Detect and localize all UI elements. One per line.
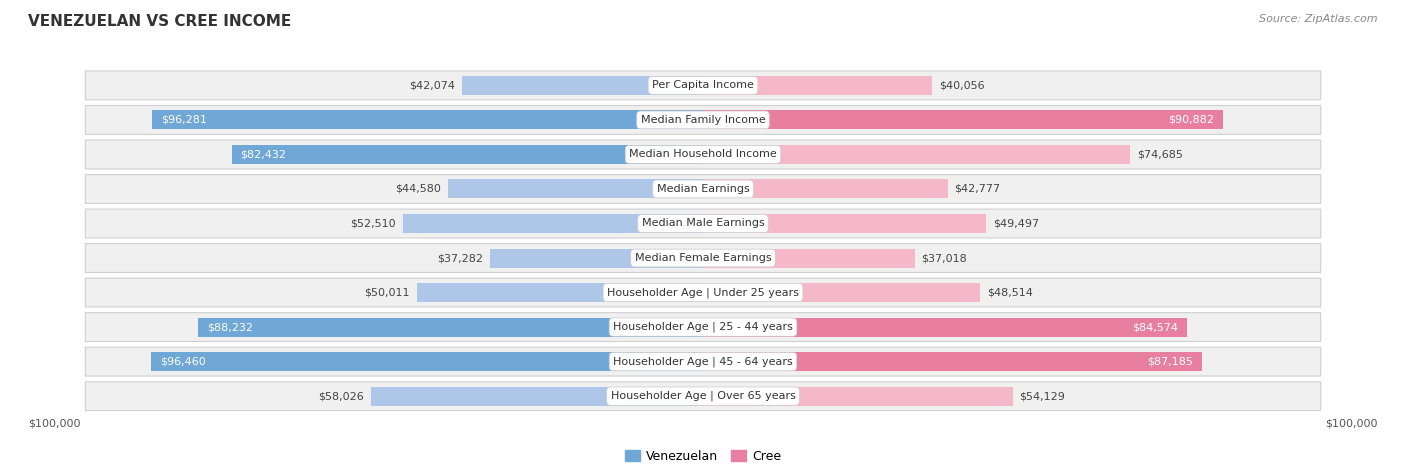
Text: $100,000: $100,000 — [28, 418, 80, 429]
Text: $44,580: $44,580 — [395, 184, 441, 194]
Text: $37,282: $37,282 — [437, 253, 482, 263]
FancyBboxPatch shape — [86, 312, 1320, 341]
Bar — [198, 318, 703, 337]
FancyBboxPatch shape — [86, 106, 1320, 134]
Text: $87,185: $87,185 — [1147, 357, 1194, 367]
Text: Householder Age | Under 25 years: Householder Age | Under 25 years — [607, 287, 799, 298]
Bar — [489, 248, 703, 268]
Bar — [371, 387, 703, 406]
Bar — [232, 145, 703, 164]
Text: $48,514: $48,514 — [987, 288, 1033, 297]
Text: Per Capita Income: Per Capita Income — [652, 80, 754, 91]
Text: Source: ZipAtlas.com: Source: ZipAtlas.com — [1260, 14, 1378, 24]
FancyBboxPatch shape — [86, 140, 1320, 169]
Text: Median Female Earnings: Median Female Earnings — [634, 253, 772, 263]
Bar — [402, 214, 703, 233]
Text: $50,011: $50,011 — [364, 288, 411, 297]
FancyBboxPatch shape — [86, 382, 1320, 410]
Text: $54,129: $54,129 — [1019, 391, 1066, 401]
Bar — [152, 352, 703, 371]
Bar — [449, 179, 703, 198]
FancyBboxPatch shape — [86, 347, 1320, 376]
Bar — [418, 283, 703, 302]
Legend: Venezuelan, Cree: Venezuelan, Cree — [620, 445, 786, 467]
Text: Householder Age | 45 - 64 years: Householder Age | 45 - 64 years — [613, 356, 793, 367]
Text: $40,056: $40,056 — [939, 80, 984, 91]
Bar — [703, 145, 1130, 164]
Text: $42,074: $42,074 — [409, 80, 456, 91]
Bar — [703, 76, 932, 95]
Bar — [703, 352, 1202, 371]
Bar — [152, 110, 703, 129]
Text: $96,460: $96,460 — [160, 357, 205, 367]
Text: $49,497: $49,497 — [993, 219, 1039, 228]
Text: Householder Age | 25 - 44 years: Householder Age | 25 - 44 years — [613, 322, 793, 333]
Text: $90,882: $90,882 — [1168, 115, 1215, 125]
Bar — [703, 248, 915, 268]
Bar — [463, 76, 703, 95]
Text: VENEZUELAN VS CREE INCOME: VENEZUELAN VS CREE INCOME — [28, 14, 291, 29]
Text: $84,574: $84,574 — [1132, 322, 1178, 332]
Text: $52,510: $52,510 — [350, 219, 396, 228]
FancyBboxPatch shape — [86, 278, 1320, 307]
Text: Householder Age | Over 65 years: Householder Age | Over 65 years — [610, 391, 796, 401]
FancyBboxPatch shape — [86, 209, 1320, 238]
FancyBboxPatch shape — [86, 244, 1320, 272]
Text: $42,777: $42,777 — [955, 184, 1001, 194]
Text: Median Household Income: Median Household Income — [628, 149, 778, 159]
Text: $96,281: $96,281 — [160, 115, 207, 125]
Text: $37,018: $37,018 — [921, 253, 967, 263]
Text: $100,000: $100,000 — [1326, 418, 1378, 429]
Text: $74,685: $74,685 — [1137, 149, 1182, 159]
Bar — [703, 179, 948, 198]
Bar — [703, 318, 1187, 337]
Bar — [703, 214, 986, 233]
Text: $82,432: $82,432 — [240, 149, 287, 159]
Bar — [703, 387, 1012, 406]
Text: $88,232: $88,232 — [207, 322, 253, 332]
Bar — [703, 110, 1223, 129]
Text: Median Family Income: Median Family Income — [641, 115, 765, 125]
Text: $58,026: $58,026 — [319, 391, 364, 401]
FancyBboxPatch shape — [86, 71, 1320, 100]
Text: Median Male Earnings: Median Male Earnings — [641, 219, 765, 228]
Text: Median Earnings: Median Earnings — [657, 184, 749, 194]
Bar — [703, 283, 980, 302]
FancyBboxPatch shape — [86, 175, 1320, 204]
